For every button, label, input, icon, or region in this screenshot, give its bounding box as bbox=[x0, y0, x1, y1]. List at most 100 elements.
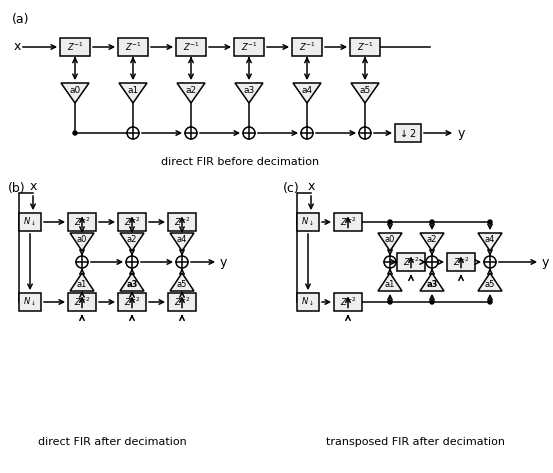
Text: $Z^{-2}$: $Z^{-2}$ bbox=[340, 216, 356, 228]
Text: a4: a4 bbox=[301, 86, 312, 95]
Text: $N_{\downarrow}$: $N_{\downarrow}$ bbox=[301, 296, 315, 308]
Text: $Z^{-1}$: $Z^{-1}$ bbox=[357, 41, 373, 53]
Text: direct FIR after decimation: direct FIR after decimation bbox=[38, 437, 186, 447]
Polygon shape bbox=[478, 233, 502, 251]
Text: a4: a4 bbox=[485, 235, 495, 244]
Circle shape bbox=[426, 256, 438, 268]
Bar bbox=[168, 213, 196, 231]
Circle shape bbox=[384, 256, 396, 268]
Text: direct FIR before decimation: direct FIR before decimation bbox=[161, 157, 319, 167]
Polygon shape bbox=[420, 273, 444, 291]
Text: x: x bbox=[307, 180, 315, 193]
Text: $Z^{-1}$: $Z^{-1}$ bbox=[299, 41, 315, 53]
Text: $N_{\downarrow}$: $N_{\downarrow}$ bbox=[23, 296, 36, 308]
Bar bbox=[234, 38, 264, 56]
Text: $Z^{-2}$: $Z^{-2}$ bbox=[174, 296, 190, 308]
Text: y: y bbox=[458, 126, 466, 140]
Text: a0: a0 bbox=[385, 235, 395, 244]
Polygon shape bbox=[70, 233, 94, 251]
Text: y: y bbox=[542, 255, 549, 269]
Text: a0: a0 bbox=[69, 86, 81, 95]
Polygon shape bbox=[351, 83, 379, 103]
Text: x: x bbox=[29, 180, 36, 193]
Circle shape bbox=[388, 220, 392, 224]
Text: a2: a2 bbox=[185, 86, 196, 95]
Circle shape bbox=[127, 127, 139, 139]
Bar bbox=[334, 213, 362, 231]
Polygon shape bbox=[293, 83, 321, 103]
Text: $N_{\downarrow}$: $N_{\downarrow}$ bbox=[301, 216, 315, 228]
Text: $Z^{-2}$: $Z^{-2}$ bbox=[74, 216, 90, 228]
Bar bbox=[297, 213, 319, 231]
Polygon shape bbox=[378, 273, 402, 291]
Text: $Z^{-1}$: $Z^{-1}$ bbox=[67, 41, 84, 53]
Text: a2: a2 bbox=[427, 235, 437, 244]
Polygon shape bbox=[119, 83, 147, 103]
Text: $Z^{-1}$: $Z^{-1}$ bbox=[124, 41, 142, 53]
Polygon shape bbox=[120, 233, 144, 251]
Polygon shape bbox=[61, 83, 89, 103]
Circle shape bbox=[73, 131, 77, 135]
Text: $Z^{-2}$: $Z^{-2}$ bbox=[453, 256, 469, 268]
Bar bbox=[292, 38, 322, 56]
Text: y: y bbox=[220, 255, 227, 269]
Circle shape bbox=[176, 256, 188, 268]
Bar bbox=[297, 293, 319, 311]
Text: $Z^{-1}$: $Z^{-1}$ bbox=[241, 41, 257, 53]
Bar bbox=[68, 293, 96, 311]
Text: $Z^{-2}$: $Z^{-2}$ bbox=[174, 216, 190, 228]
Text: $Z^{-2}$: $Z^{-2}$ bbox=[340, 296, 356, 308]
Text: $\downarrow 2$: $\downarrow 2$ bbox=[398, 127, 418, 139]
Bar bbox=[118, 293, 146, 311]
Circle shape bbox=[488, 300, 492, 304]
Bar bbox=[176, 38, 206, 56]
Text: (a): (a) bbox=[12, 13, 29, 26]
Text: a5: a5 bbox=[485, 280, 495, 289]
Polygon shape bbox=[170, 273, 194, 291]
Bar bbox=[60, 38, 90, 56]
Text: $N_{\downarrow}$: $N_{\downarrow}$ bbox=[23, 216, 36, 228]
Circle shape bbox=[430, 220, 434, 224]
Text: a0: a0 bbox=[77, 235, 87, 244]
Text: x: x bbox=[14, 41, 22, 53]
Text: $Z^{-2}$: $Z^{-2}$ bbox=[403, 256, 419, 268]
Text: a1: a1 bbox=[385, 280, 395, 289]
Polygon shape bbox=[120, 273, 144, 291]
Polygon shape bbox=[420, 233, 444, 251]
Text: a2: a2 bbox=[127, 235, 137, 244]
Text: $Z^{-2}$: $Z^{-2}$ bbox=[74, 296, 90, 308]
Text: a3: a3 bbox=[243, 86, 254, 95]
Bar bbox=[118, 38, 148, 56]
Circle shape bbox=[484, 256, 496, 268]
Bar bbox=[168, 293, 196, 311]
Text: (c): (c) bbox=[283, 182, 300, 195]
Bar bbox=[68, 213, 96, 231]
Polygon shape bbox=[478, 273, 502, 291]
Circle shape bbox=[488, 220, 492, 224]
Circle shape bbox=[185, 127, 197, 139]
Bar bbox=[397, 253, 425, 271]
Bar bbox=[334, 293, 362, 311]
Circle shape bbox=[430, 300, 434, 304]
Polygon shape bbox=[235, 83, 263, 103]
Text: transposed FIR after decimation: transposed FIR after decimation bbox=[326, 437, 504, 447]
Circle shape bbox=[388, 300, 392, 304]
Polygon shape bbox=[70, 273, 94, 291]
Text: a5: a5 bbox=[177, 280, 187, 289]
Circle shape bbox=[301, 127, 313, 139]
Polygon shape bbox=[170, 233, 194, 251]
Bar bbox=[19, 293, 41, 311]
Text: a4: a4 bbox=[177, 235, 187, 244]
Text: $Z^{-1}$: $Z^{-1}$ bbox=[182, 41, 199, 53]
Text: a1: a1 bbox=[77, 280, 87, 289]
Text: $Z^{-2}$: $Z^{-2}$ bbox=[124, 216, 140, 228]
Circle shape bbox=[243, 127, 255, 139]
Bar bbox=[395, 124, 421, 142]
Bar bbox=[350, 38, 380, 56]
Bar bbox=[118, 213, 146, 231]
Text: $Z^{-2}$: $Z^{-2}$ bbox=[124, 296, 140, 308]
Text: a1: a1 bbox=[127, 86, 139, 95]
Polygon shape bbox=[177, 83, 205, 103]
Bar bbox=[19, 213, 41, 231]
Circle shape bbox=[126, 256, 138, 268]
